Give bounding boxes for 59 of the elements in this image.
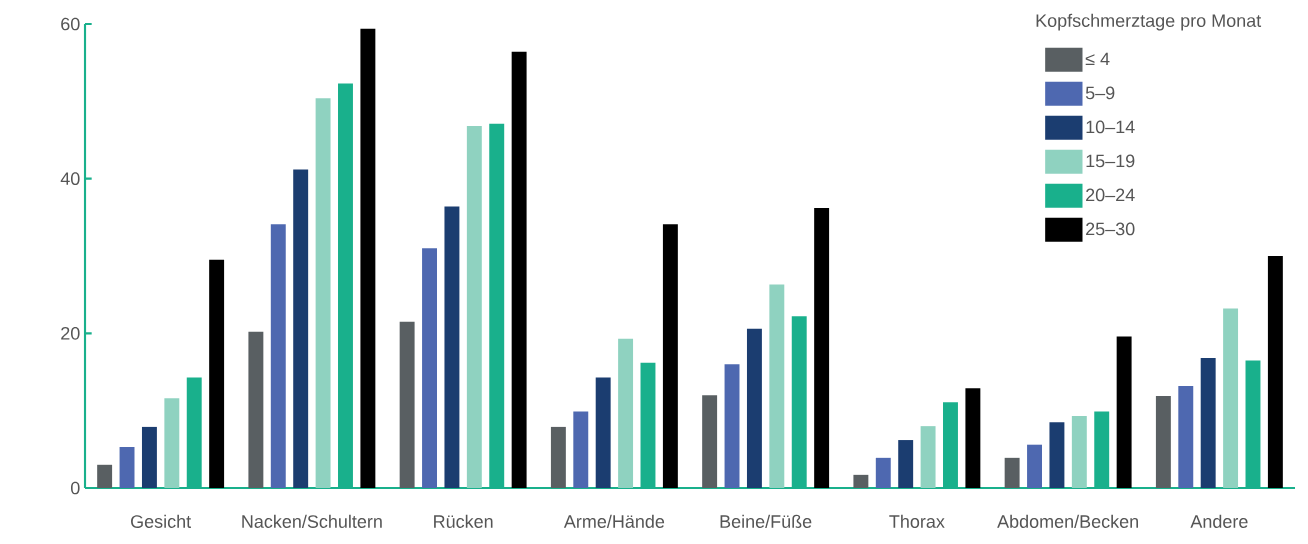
bar bbox=[466, 126, 482, 488]
bar bbox=[97, 464, 113, 488]
x-tick-label: Gesicht bbox=[131, 514, 192, 528]
x-tick-label: Nacken/Schultern bbox=[242, 514, 382, 528]
x-tick-label: Thorax bbox=[889, 514, 945, 528]
x-tick-label: Beine/Füße bbox=[720, 514, 812, 528]
legend-label: 5–9 bbox=[1085, 86, 1115, 100]
legend-label: 10–14 bbox=[1086, 120, 1135, 134]
y-tick-label: 60 bbox=[61, 17, 80, 31]
legend-label: 25–30 bbox=[1086, 222, 1135, 236]
bar bbox=[1267, 256, 1283, 488]
bar bbox=[293, 169, 309, 488]
y-tick-label: 20 bbox=[61, 326, 80, 340]
bar bbox=[444, 206, 460, 488]
bar bbox=[1004, 457, 1020, 488]
bar bbox=[399, 321, 415, 488]
legend-label: ≤ 4 bbox=[1085, 52, 1110, 66]
bar bbox=[662, 224, 678, 488]
bar bbox=[875, 457, 891, 488]
bar bbox=[164, 398, 180, 488]
bar bbox=[898, 440, 914, 488]
bar bbox=[1071, 416, 1087, 488]
bar bbox=[1200, 358, 1216, 488]
bar bbox=[511, 51, 527, 488]
bar bbox=[724, 364, 740, 488]
bar bbox=[595, 377, 611, 488]
x-tick-label: Abdomen/Becken bbox=[997, 514, 1138, 528]
bar bbox=[573, 411, 589, 488]
bar bbox=[1116, 336, 1132, 488]
bar bbox=[746, 328, 762, 488]
y-tick-label: 0 bbox=[71, 481, 80, 495]
bar bbox=[965, 388, 981, 488]
x-tick-label: Andere bbox=[1190, 514, 1248, 528]
bar bbox=[769, 284, 785, 488]
bar bbox=[550, 426, 566, 488]
bar bbox=[1027, 444, 1042, 488]
legend-label: 15–19 bbox=[1086, 154, 1135, 168]
bar bbox=[315, 98, 331, 488]
bar bbox=[1049, 422, 1065, 488]
bar bbox=[1155, 395, 1171, 488]
bar bbox=[814, 208, 830, 488]
bar bbox=[1178, 385, 1194, 488]
bar bbox=[141, 426, 157, 488]
bar bbox=[618, 338, 634, 488]
bar bbox=[209, 259, 225, 488]
bar bbox=[119, 447, 135, 488]
x-tick-label: Rücken bbox=[434, 514, 493, 528]
bar bbox=[360, 28, 376, 488]
y-tick-label: 40 bbox=[60, 172, 80, 186]
legend-label: 20–24 bbox=[1086, 188, 1135, 202]
bar bbox=[422, 248, 437, 488]
bar bbox=[853, 474, 869, 488]
bar bbox=[702, 395, 718, 488]
legend-title: Kopfschmerztage pro Monat bbox=[1036, 13, 1262, 31]
bar bbox=[920, 426, 936, 488]
x-tick-label: Arme/Hände bbox=[563, 514, 665, 528]
bar bbox=[270, 224, 286, 488]
bar bbox=[248, 331, 264, 488]
bar bbox=[1223, 308, 1239, 488]
